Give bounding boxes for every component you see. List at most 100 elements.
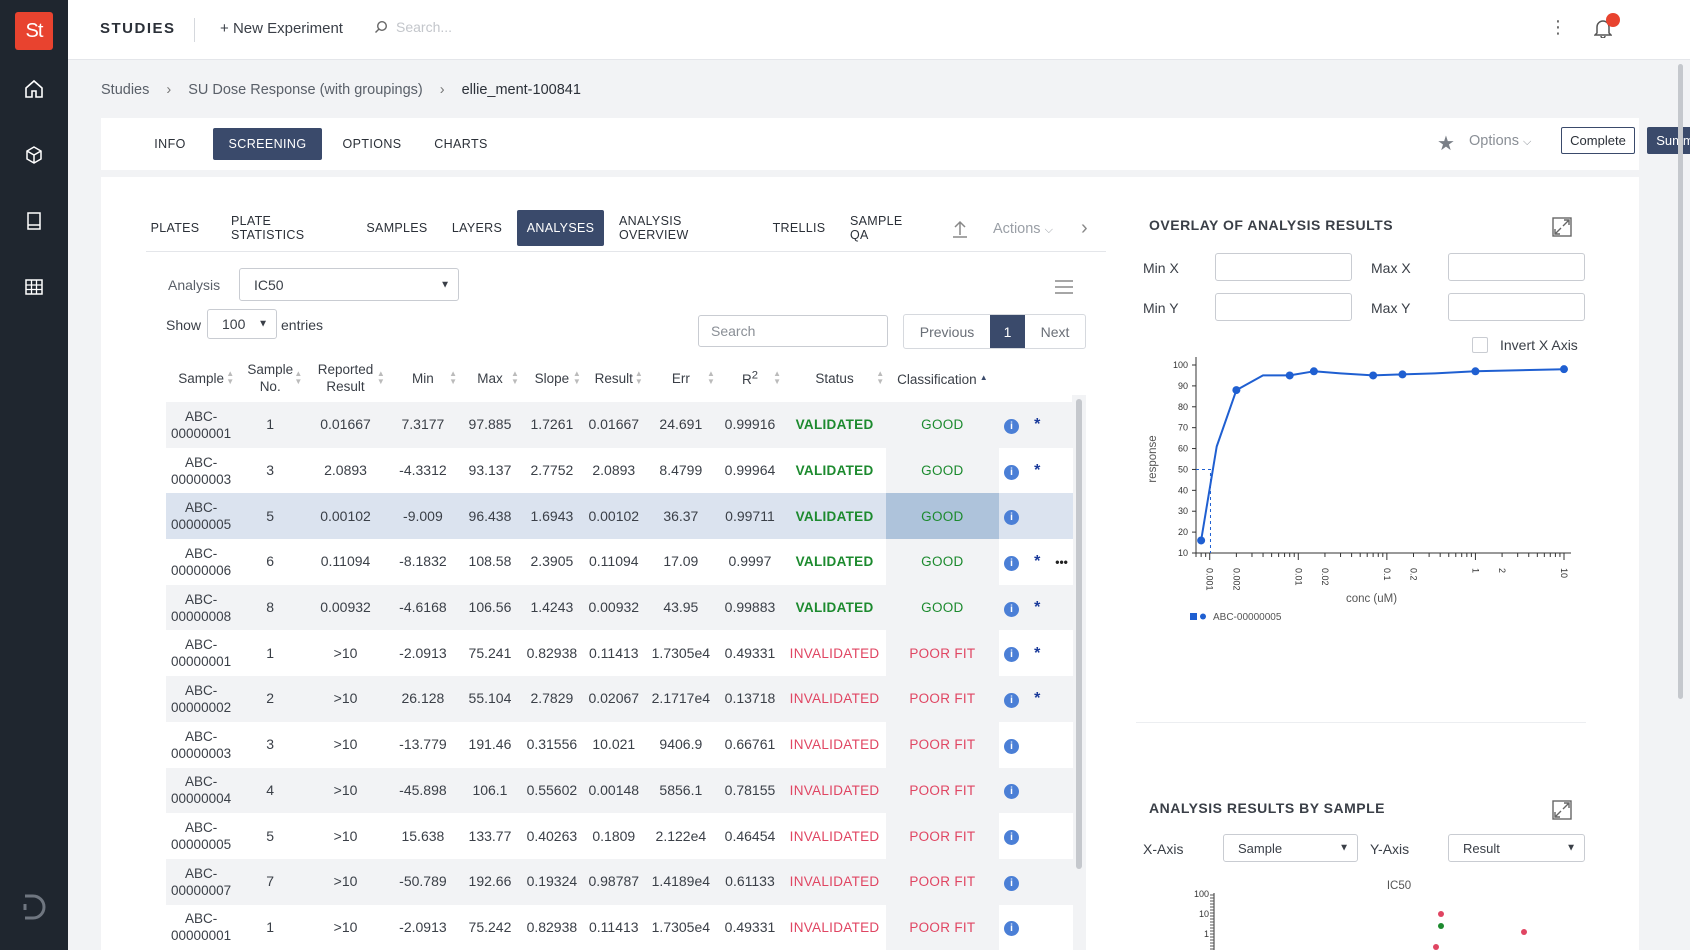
info-icon[interactable]: i [1004,647,1020,663]
more-horizontal-icon[interactable]: ••• [1055,554,1068,569]
subtab-plates[interactable]: PLATES [150,221,200,235]
subtab-layers[interactable]: LAYERS [451,221,503,235]
table-row[interactable]: ABC-00000004 4 >10 -45.898 106.1 0.55602 0.001… [166,767,1073,814]
max-x-input[interactable] [1448,253,1585,281]
upload-icon[interactable] [952,220,968,241]
cell-classification[interactable]: POOR FIT [886,904,999,950]
table-row[interactable]: ABC-00000006 6 0.11094 -8.1832 108.58 2.3905 0… [166,539,1073,585]
grid-icon[interactable] [21,274,47,300]
analysis-select[interactable]: IC50 ▼ [239,268,459,301]
col-min[interactable]: Min ▲ ▼ [387,354,459,402]
info-icon[interactable]: i [1004,418,1020,434]
min-y-input[interactable] [1215,293,1352,321]
global-search[interactable] [374,19,596,35]
max-y-input[interactable] [1448,293,1585,321]
cell-classification[interactable]: GOOD [886,447,999,494]
expand-icon[interactable] [1552,800,1572,820]
table-row[interactable]: ABC-00000005 5 >10 15.638 133.77 0.40263 0.180… [166,813,1073,859]
col-sample[interactable]: Sample ▲ ▼ [166,354,236,402]
tab-charts[interactable]: CHARTS [434,137,488,151]
cell-classification[interactable]: POOR FIT [886,676,999,722]
table-row[interactable]: ABC-00000002 2 >10 26.128 55.104 2.7829 0.0206… [166,676,1073,722]
col-sample-no[interactable]: Sample No. ▲ ▼ [236,354,304,402]
table-row[interactable]: ABC-00000005 5 0.00102 -9.009 96.438 1.6943 0.… [166,493,1073,540]
cell-classification[interactable]: POOR FIT [886,721,999,768]
actions-dropdown[interactable]: Actions ⌵ [993,221,1053,237]
col-classification[interactable]: Classification ▲ [886,354,998,402]
bell-icon[interactable] [1593,18,1613,41]
flag-asterisk[interactable]: * [1034,599,1041,617]
info-icon[interactable]: i [1004,601,1020,617]
summary-button[interactable]: Summary [1647,127,1690,154]
next-button[interactable]: Next [1040,323,1070,340]
info-icon[interactable]: i [1004,921,1020,937]
flag-asterisk[interactable]: * [1034,462,1041,480]
options-dropdown[interactable]: Options ⌵ [1469,133,1531,149]
flag-asterisk[interactable]: * [1034,644,1041,662]
global-search-input[interactable] [396,19,596,35]
more-vertical-icon[interactable]: ⋮ [1549,17,1567,37]
cell-classification[interactable]: POOR FIT [886,858,999,905]
flag-asterisk[interactable]: * [1034,553,1041,571]
subtab-samples[interactable]: SAMPLES [366,221,428,235]
expand-icon[interactable] [1552,217,1572,237]
table-row[interactable]: ABC-00000003 3 2.0893 -4.3312 93.137 2.7752 2.… [166,447,1073,494]
min-x-input[interactable] [1215,253,1352,281]
col-slope[interactable]: Slope ▲ ▼ [521,354,583,402]
y-axis-select[interactable]: Result ▼ [1448,834,1585,862]
cell-classification[interactable]: POOR FIT [886,767,999,814]
app-logo[interactable]: St [15,12,53,50]
breadcrumb-studies[interactable]: Studies [101,82,150,98]
col-status[interactable]: Status ▲ ▼ [783,354,886,402]
subtab-plate-statistics[interactable]: PLATE STATISTICS [231,214,305,242]
cell-classification[interactable]: GOOD [886,402,999,448]
x-axis-select[interactable]: Sample ▼ [1223,834,1358,862]
cell-classification[interactable]: GOOD [886,584,999,631]
tab-info[interactable]: INFO [154,137,186,151]
col-reported-result[interactable]: Reported Result ▲ ▼ [304,354,387,402]
table-row[interactable]: ABC-00000001 1 0.01667 7.3177 97.885 1.7261 0.… [166,402,1073,448]
cell-classification[interactable]: POOR FIT [886,813,999,859]
subtab-analyses[interactable]: ANALYSES [517,210,604,246]
chevron-right-icon[interactable]: › [1081,217,1088,239]
invert-x-checkbox[interactable] [1472,337,1488,353]
subtab-sample-qa[interactable]: SAMPLE QA [850,214,903,242]
cell-classification[interactable]: GOOD [886,493,999,540]
cube-icon[interactable] [21,142,47,168]
info-icon[interactable]: i [1004,784,1020,800]
star-icon[interactable]: ★ [1437,133,1455,155]
info-icon[interactable]: i [1004,510,1020,526]
cell-classification[interactable]: GOOD [886,539,999,585]
info-icon[interactable]: i [1004,555,1020,571]
flag-asterisk[interactable]: * [1034,416,1041,434]
page-scrollbar[interactable] [1678,64,1683,699]
table-row[interactable]: ABC-00000008 8 0.00932 -4.6168 106.56 1.4243 0… [166,584,1073,631]
table-row[interactable]: ABC-00000001 1 >10 -2.0913 75.242 0.82938 0.11… [166,904,1073,950]
info-icon[interactable]: i [1004,464,1020,480]
page-1-button[interactable]: 1 [990,315,1025,348]
subtab-analysis-overview[interactable]: ANALYSIS OVERVIEW [619,214,689,242]
col-r2[interactable]: R2 ▲ ▼ [717,354,783,402]
table-row[interactable]: ABC-00000007 7 >10 -50.789 192.66 0.19324 0.98… [166,858,1073,905]
col-err[interactable]: Err ▲ ▼ [645,354,717,402]
flag-asterisk[interactable]: * [1034,690,1041,708]
subtab-trellis[interactable]: TRELLIS [772,221,826,235]
table-row[interactable]: ABC-00000003 3 >10 -13.779 191.46 0.31556 10.0… [166,721,1073,768]
info-icon[interactable]: i [1004,875,1020,891]
page-size-select[interactable]: 100 ▼ [207,309,277,339]
home-icon[interactable] [21,76,47,102]
complete-button[interactable]: Complete [1561,127,1635,154]
info-icon[interactable]: i [1004,830,1020,846]
tab-screening[interactable]: SCREENING [213,128,322,160]
table-search-input[interactable] [698,315,888,347]
notebook-icon[interactable] [21,208,47,234]
table-row[interactable]: ABC-00000001 1 >10 -2.0913 75.241 0.82938 0.11… [166,630,1073,677]
table-scrollbar[interactable] [1076,399,1082,869]
previous-button[interactable]: Previous [919,323,975,340]
new-experiment-button[interactable]: + New Experiment [220,20,343,37]
menu-icon[interactable] [1055,280,1073,297]
breadcrumb-study[interactable]: SU Dose Response (with groupings) [188,82,423,98]
col-max[interactable]: Max ▲ ▼ [459,354,521,402]
tab-options[interactable]: OPTIONS [342,137,402,151]
col-result[interactable]: Result ▲ ▼ [583,354,645,402]
